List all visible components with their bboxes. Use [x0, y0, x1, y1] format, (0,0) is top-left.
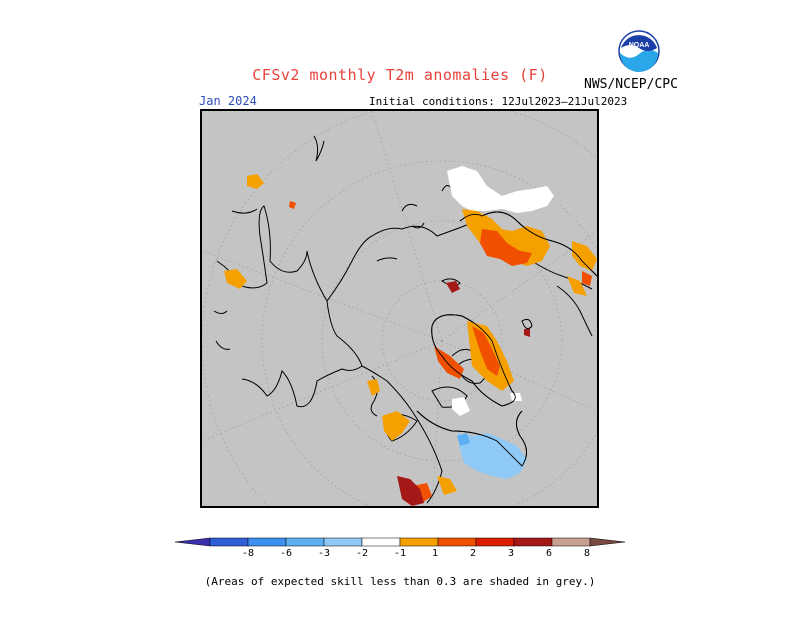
colorbar-tick-label: -2 [356, 548, 369, 559]
coastlines-overlay [416, 211, 597, 467]
skill-footnote: (Areas of expected skill less than 0.3 a… [204, 575, 596, 588]
colorbar-tick-label: -3 [318, 548, 331, 559]
colorbar-tick-label: -1 [394, 548, 407, 559]
colorbar-segment [209, 537, 249, 547]
colorbar-tick-label: -6 [280, 548, 293, 559]
agency-label: NWS/NCEP/CPC [584, 77, 678, 92]
colorbar-tick-label: -8 [242, 548, 255, 559]
colorbar-arrow-high [589, 537, 626, 547]
chart-title: CFSv2 monthly T2m anomalies (F) [252, 66, 548, 84]
noaa-logo-icon: NOAA [618, 30, 660, 72]
forecast-period: Jan 2024 [199, 94, 257, 108]
colorbar-segment [513, 537, 553, 547]
polar-map [202, 111, 597, 506]
colorbar-segment [285, 537, 325, 547]
colorbar-tick-label: 1 [432, 548, 439, 559]
map-panel [200, 109, 599, 508]
colorbar-tick-label: 2 [470, 548, 477, 559]
colorbar-segment [361, 537, 401, 547]
colorbar-segment [437, 537, 477, 547]
latitude-circles [202, 111, 597, 506]
colorbar-tick-label: 8 [584, 548, 591, 559]
colorbar-segment [551, 537, 591, 547]
color-scale-segments [174, 537, 626, 547]
colorbar-arrow-low [174, 537, 211, 547]
colorbar-segment [399, 537, 439, 547]
colorbar-segment [247, 537, 287, 547]
initial-conditions: Initial conditions: 12Jul2023–21Jul2023 [369, 95, 628, 108]
anomaly-areas [224, 166, 597, 506]
colorbar-segment [323, 537, 363, 547]
colorbar-tick-label: 3 [508, 548, 515, 559]
colorbar-segment [475, 537, 515, 547]
colorbar-tick-label: 6 [546, 548, 553, 559]
svg-text:NOAA: NOAA [629, 42, 650, 49]
color-scale-bar [174, 537, 626, 547]
